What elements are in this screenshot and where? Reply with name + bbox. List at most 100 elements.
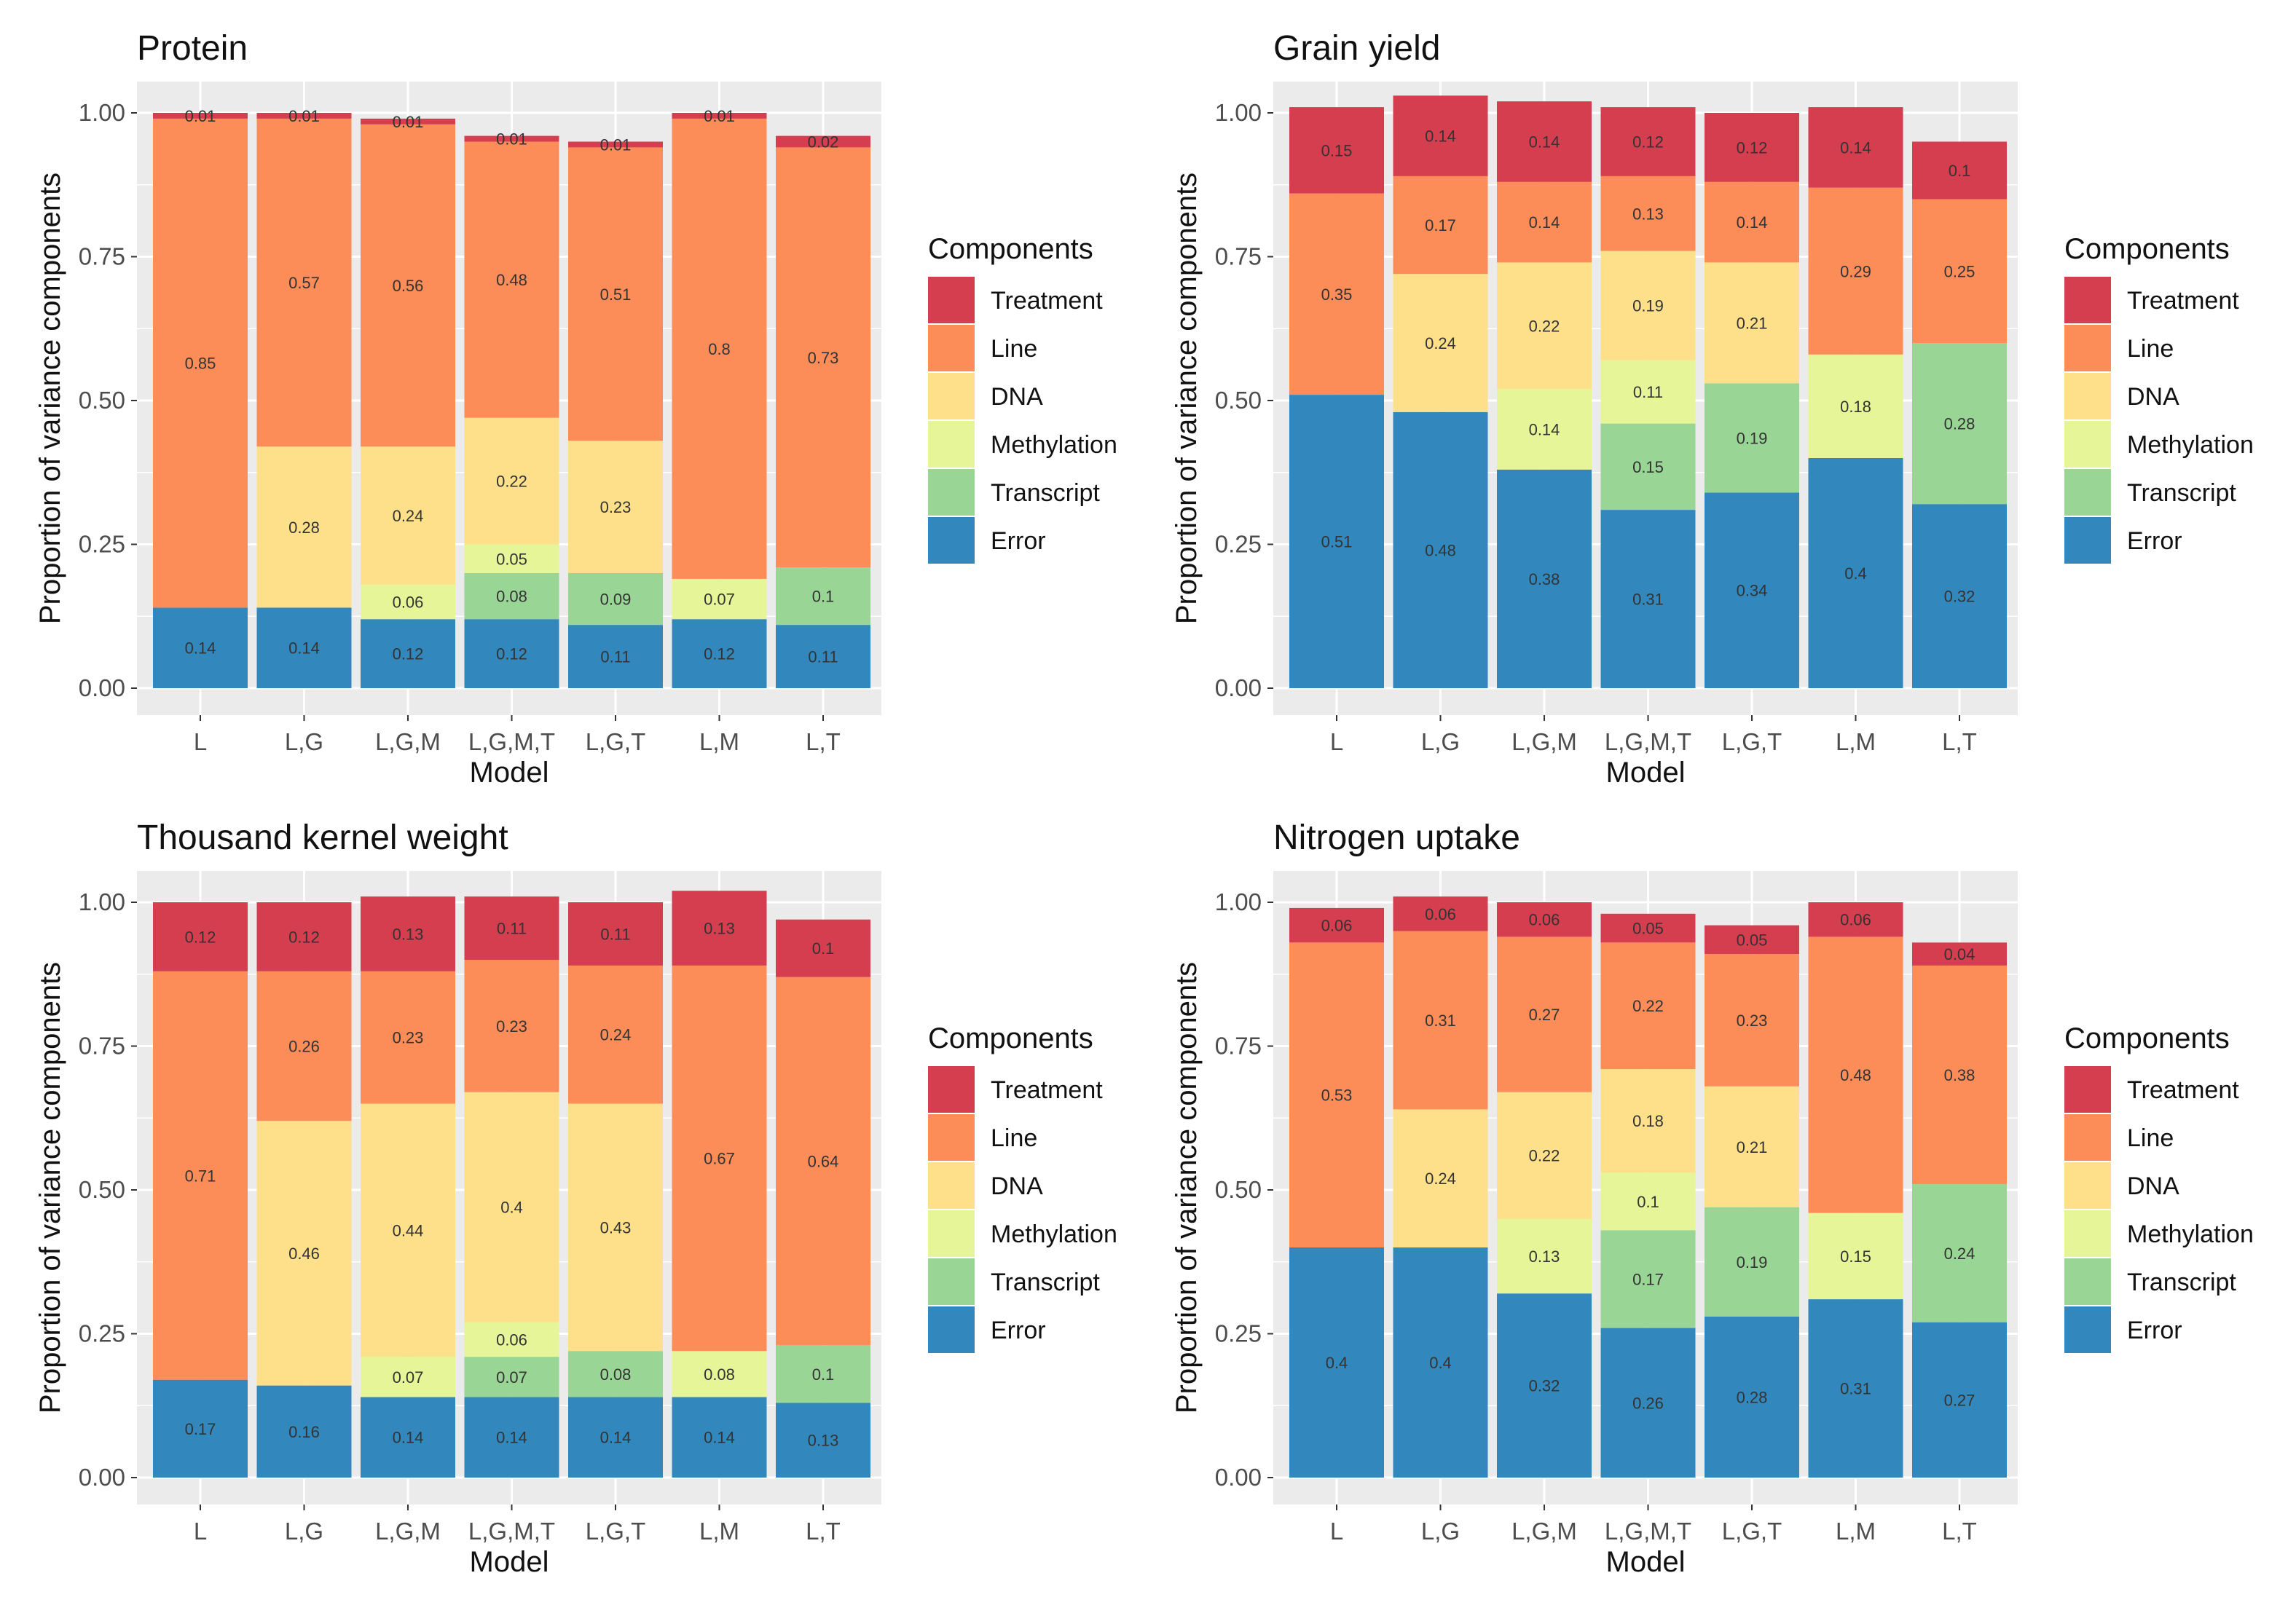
bar-segment-line xyxy=(1600,176,1696,251)
x-tick-label: L,G,T xyxy=(586,1518,646,1545)
legend-swatch-methylation xyxy=(928,421,975,468)
bar-segment-line xyxy=(776,977,870,1346)
bar-segment-error xyxy=(1393,1247,1488,1478)
bar-value-label: 0.31 xyxy=(1425,1012,1456,1030)
bar-segment-methylation xyxy=(1808,1212,1903,1300)
bar-value-label: 0.26 xyxy=(288,1038,320,1056)
bar-segment-dna xyxy=(256,1121,352,1386)
bar-value-label: 0.23 xyxy=(496,1017,527,1036)
x-tick-label: L,M xyxy=(699,1518,739,1545)
x-tick-label: L,G,M xyxy=(375,728,441,755)
legend-swatch-dna xyxy=(928,1162,975,1209)
bar-value-label: 0.14 xyxy=(1737,213,1768,232)
bar-value-label: 0.22 xyxy=(496,473,527,491)
x-tick-label: L,M xyxy=(1836,728,1876,755)
legend-label-transcript: Transcript xyxy=(2127,1269,2236,1296)
bar-value-label: 0.85 xyxy=(185,355,216,373)
legend-title: Components xyxy=(928,1022,1093,1054)
legend-swatch-error xyxy=(2064,517,2111,564)
bar-value-label: 0.23 xyxy=(1737,1012,1768,1030)
x-tick-label: L,G,M,T xyxy=(468,1518,555,1545)
bar-segment-error xyxy=(672,619,767,688)
y-tick-label: 1.00 xyxy=(1215,99,1262,126)
bar-value-label: 0.11 xyxy=(497,920,527,938)
legend-swatch-methylation xyxy=(2064,1210,2111,1257)
bar-value-label: 0.71 xyxy=(185,1167,216,1185)
bar-segment-error xyxy=(361,619,455,688)
bar-value-label: 0.73 xyxy=(808,349,839,367)
legend-label-dna: DNA xyxy=(991,383,1043,411)
bar-segment-line xyxy=(361,124,455,447)
bar-value-label: 0.12 xyxy=(393,645,424,663)
bar-segment-error xyxy=(568,625,663,688)
x-tick-label: L,G xyxy=(285,728,323,755)
legend-swatch-methylation xyxy=(2064,421,2111,468)
legend-label-dna: DNA xyxy=(2127,383,2179,411)
bar-segment-methylation xyxy=(361,584,455,620)
chart-title: Nitrogen uptake xyxy=(1273,819,1520,857)
bar-segment-transcript xyxy=(464,573,559,620)
bar-segment-dna xyxy=(1393,1109,1488,1247)
bar-segment-treatment xyxy=(1808,107,1903,188)
bar-value-label: 0.06 xyxy=(496,1330,527,1349)
legend-label-error: Error xyxy=(991,527,1046,555)
legend-label-methylation: Methylation xyxy=(2127,1221,2254,1248)
bar-segment-treatment xyxy=(153,113,248,119)
bar-value-label: 0.19 xyxy=(1737,429,1768,447)
bar-value-label: 0.22 xyxy=(1529,317,1560,335)
bar-value-label: 0.14 xyxy=(1529,421,1560,439)
legend-swatch-treatment xyxy=(928,1066,975,1113)
bar-value-label: 0.14 xyxy=(704,1429,735,1447)
bar-segment-error xyxy=(1912,1322,2007,1478)
legend-title: Components xyxy=(928,233,1093,265)
bar-value-label: 0.32 xyxy=(1944,588,1975,606)
bar-value-label: 0.06 xyxy=(1840,911,1871,929)
bar-value-label: 0.24 xyxy=(1944,1245,1975,1263)
bar-value-label: 0.48 xyxy=(1425,541,1456,559)
legend-title: Components xyxy=(2064,1022,2230,1054)
bar-segment-treatment xyxy=(568,902,663,966)
bar-segment-treatment xyxy=(1393,95,1488,176)
bar-segment-methylation xyxy=(464,544,559,573)
x-tick-label: L,T xyxy=(806,728,841,755)
bar-segment-error xyxy=(153,1379,248,1478)
bar-segment-error xyxy=(361,1397,455,1478)
bar-value-label: 0.24 xyxy=(393,507,424,525)
y-tick-label: 0.75 xyxy=(79,243,125,270)
x-tick-label: L,G xyxy=(1421,728,1460,755)
bar-value-label: 0.06 xyxy=(1321,917,1353,935)
bar-value-label: 0.27 xyxy=(1529,1006,1560,1024)
bar-value-label: 0.01 xyxy=(393,113,424,131)
bar-segment-line xyxy=(1497,936,1592,1092)
bar-segment-error xyxy=(1289,395,1384,688)
x-tick-label: L,G,T xyxy=(1722,1518,1782,1545)
chart-panel-2: 0.17 0.71 0.12 0.16 0.46 0.26 0.12 0.14 0.07 0.44… xyxy=(34,819,1117,1578)
bar-value-label: 0.44 xyxy=(393,1221,424,1239)
bar-segment-line xyxy=(256,971,352,1121)
bar-segment-error xyxy=(464,1397,559,1478)
bar-segment-treatment xyxy=(361,118,455,125)
bar-segment-treatment xyxy=(776,135,870,148)
bar-segment-treatment xyxy=(776,919,870,977)
bar-value-label: 0.46 xyxy=(288,1245,320,1263)
bar-value-label: 0.24 xyxy=(1425,334,1456,352)
y-tick-label: 0.00 xyxy=(1215,1464,1262,1491)
bar-value-label: 0.14 xyxy=(496,1429,527,1447)
legend-swatch-transcript xyxy=(2064,469,2111,516)
bar-value-label: 0.26 xyxy=(1632,1394,1664,1412)
bar-segment-dna xyxy=(464,1092,559,1322)
y-tick-label: 0.25 xyxy=(79,1320,125,1347)
bar-segment-treatment xyxy=(361,896,455,971)
bar-segment-methylation xyxy=(672,578,767,620)
bar-segment-line xyxy=(256,118,352,447)
bar-segment-error xyxy=(776,625,870,688)
bar-segment-line xyxy=(1808,187,1903,355)
bar-segment-line xyxy=(672,118,767,579)
bar-segment-line xyxy=(1912,965,2007,1185)
bar-value-label: 0.21 xyxy=(1737,1138,1768,1156)
bar-value-label: 0.4 xyxy=(1326,1354,1348,1372)
bar-segment-treatment xyxy=(568,141,663,148)
chart-title: Grain yield xyxy=(1273,29,1440,68)
bar-value-label: 0.12 xyxy=(704,645,735,663)
